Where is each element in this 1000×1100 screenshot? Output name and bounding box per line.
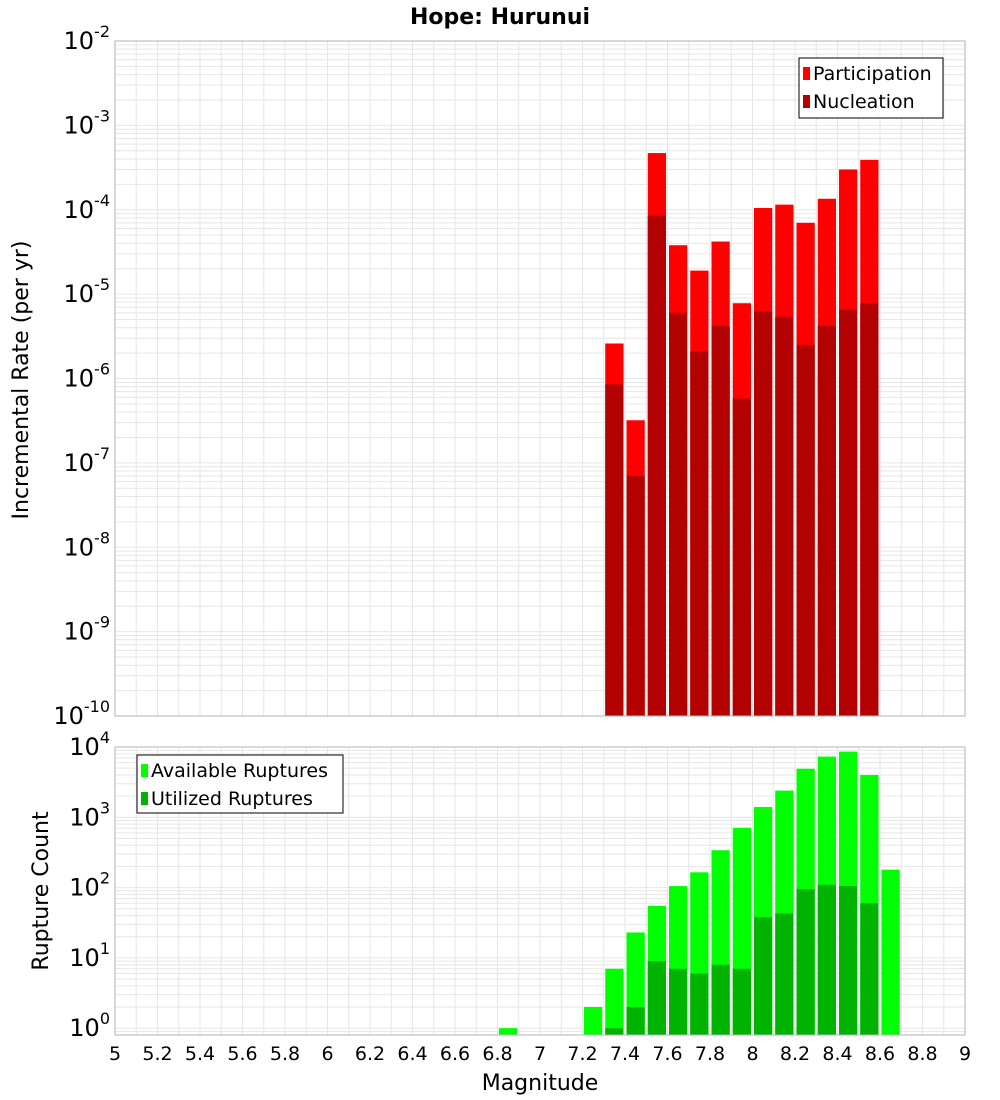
available-bar <box>584 1007 603 1035</box>
nucleation-bar <box>626 475 645 716</box>
y-tick-label: 101 <box>69 939 110 972</box>
x-tick-label: 7.6 <box>652 1043 682 1065</box>
y-tick-label: 10-3 <box>64 106 111 139</box>
utilized-bar <box>732 968 751 1035</box>
x-tick-label: 8.4 <box>822 1043 852 1065</box>
nucleation-bar <box>605 384 624 716</box>
available-bar <box>881 869 900 1035</box>
utilized-bar <box>860 903 879 1035</box>
legend-swatch <box>803 95 810 108</box>
x-tick-label: 5.4 <box>185 1043 215 1065</box>
nucleation-bar <box>775 316 794 716</box>
rates-y-axis-label: Incremental Rate (per yr) <box>9 241 34 520</box>
x-tick-label: 6.8 <box>482 1043 512 1065</box>
y-tick-label: 10-2 <box>64 22 111 55</box>
y-tick-label: 10-8 <box>64 528 111 561</box>
x-tick-label: 8.6 <box>865 1043 895 1065</box>
y-tick-label: 104 <box>69 728 110 761</box>
y-tick-label: 10-5 <box>64 275 111 308</box>
counts-legend: Available Ruptures Utilized Ruptures <box>136 754 344 814</box>
rates-panel: 10-10 10-9 10-8 10-7 10-6 10-5 10-4 10-3 10-2 Par… <box>53 22 966 730</box>
nucleation-bar <box>647 215 666 717</box>
utilized-bar <box>711 964 730 1035</box>
utilized-bar <box>669 968 688 1035</box>
utilized-bar <box>839 886 858 1035</box>
x-tick-label: 6.2 <box>355 1043 385 1065</box>
y-tick-label: 100 <box>69 1009 110 1042</box>
x-tick-label: 5.6 <box>227 1043 257 1065</box>
chart-title: Hope: Hurunui <box>410 5 590 30</box>
y-tick-label: 10-7 <box>64 444 111 477</box>
counts-y-axis-label: Rupture Count <box>29 811 54 971</box>
utilized-bar <box>690 973 709 1035</box>
nucleation-bar <box>860 303 879 716</box>
nucleation-bar <box>690 351 709 716</box>
nucleation-bar <box>732 398 751 716</box>
legend-label: Available Ruptures <box>151 760 328 782</box>
y-tick-label: 10-10 <box>53 697 110 730</box>
x-tick-label: 8.2 <box>780 1043 810 1065</box>
y-tick-label: 10-4 <box>64 191 111 224</box>
x-tick-label: 8.8 <box>907 1043 937 1065</box>
x-tick-label: 6.6 <box>440 1043 470 1065</box>
legend-box <box>798 57 944 119</box>
utilized-bar <box>796 889 815 1035</box>
utilized-bar <box>817 884 836 1035</box>
legend-box <box>136 754 344 814</box>
x-tick-label: 7.4 <box>610 1043 640 1065</box>
x-tick-label: 6 <box>321 1043 333 1065</box>
utilized-bar <box>605 1028 624 1035</box>
x-axis-label: Magnitude <box>482 1071 599 1096</box>
legend-swatch <box>141 792 148 805</box>
y-tick-label: 10-6 <box>64 360 111 393</box>
nucleation-bar <box>839 309 858 716</box>
rates-legend: Participation Nucleation <box>798 57 944 119</box>
nucleation-bar <box>754 311 773 716</box>
legend-swatch <box>141 764 148 777</box>
legend-label: Utilized Ruptures <box>151 788 313 810</box>
plot-frame <box>114 746 966 1036</box>
utilized-bar <box>647 961 666 1035</box>
x-tick-label: 8 <box>746 1043 758 1065</box>
x-tick-label: 6.4 <box>397 1043 427 1065</box>
nucleation-bar <box>669 312 688 716</box>
utilized-bar <box>775 913 794 1035</box>
x-tick-label: 7 <box>534 1043 546 1065</box>
x-tick-label: 5.8 <box>270 1043 300 1065</box>
x-tick-label: 5 <box>109 1043 121 1065</box>
y-tick-label: 103 <box>69 798 110 831</box>
x-tick-label: 5.2 <box>142 1043 172 1065</box>
utilized-bar <box>626 1007 645 1035</box>
legend-swatch <box>803 67 810 80</box>
legend-label: Participation <box>813 63 932 85</box>
available-bar <box>605 968 624 1035</box>
y-tick-label: 102 <box>69 869 110 902</box>
nucleation-bar <box>817 325 836 716</box>
utilized-bar <box>754 917 773 1035</box>
counts-panel: 100 101 102 103 104 5 5.2 5.4 5.6 5.8 6 6.2 6.4 6.6 6.… <box>69 728 971 1065</box>
legend-label: Nucleation <box>813 91 915 113</box>
x-tick-label: 7.2 <box>567 1043 597 1065</box>
available-bar <box>499 1028 518 1035</box>
nucleation-bar <box>711 325 730 716</box>
x-tick-label: 7.8 <box>695 1043 725 1065</box>
y-tick-label: 10-9 <box>64 613 111 646</box>
x-tick-label: 9 <box>959 1043 971 1065</box>
nucleation-bar <box>796 344 815 716</box>
plot-frame <box>114 40 966 717</box>
